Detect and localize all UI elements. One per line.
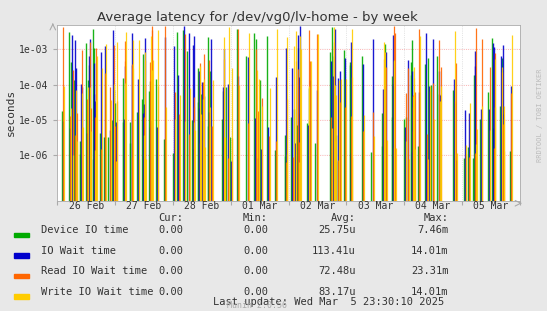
Text: 03 Mar: 03 Mar	[358, 201, 393, 211]
Text: 0.00: 0.00	[158, 246, 183, 256]
Text: 25.75u: 25.75u	[318, 225, 356, 235]
Text: 23.31m: 23.31m	[411, 266, 449, 276]
Text: 0.00: 0.00	[243, 246, 268, 256]
Text: 14.01m: 14.01m	[411, 287, 449, 297]
Text: Average latency for /dev/vg0/lv-home - by week: Average latency for /dev/vg0/lv-home - b…	[97, 11, 417, 24]
Y-axis label: seconds: seconds	[6, 89, 16, 136]
Text: Read IO Wait time: Read IO Wait time	[41, 266, 147, 276]
Text: 05 Mar: 05 Mar	[473, 201, 508, 211]
Text: 83.17u: 83.17u	[318, 287, 356, 297]
Text: Munin 2.0.56: Munin 2.0.56	[227, 301, 287, 310]
Bar	[14, 274, 29, 278]
Text: 0.00: 0.00	[158, 225, 183, 235]
Text: 72.48u: 72.48u	[318, 266, 356, 276]
Text: IO Wait time: IO Wait time	[41, 246, 116, 256]
Text: 113.41u: 113.41u	[312, 246, 356, 256]
Text: 14.01m: 14.01m	[411, 246, 449, 256]
Text: RRDTOOL / TOBI OETIKER: RRDTOOL / TOBI OETIKER	[537, 68, 543, 162]
Text: 0.00: 0.00	[243, 266, 268, 276]
Text: 0.00: 0.00	[158, 287, 183, 297]
Text: Device IO time: Device IO time	[41, 225, 129, 235]
Text: 01 Mar: 01 Mar	[242, 201, 277, 211]
Text: Last update: Wed Mar  5 23:30:10 2025: Last update: Wed Mar 5 23:30:10 2025	[213, 297, 444, 307]
Text: Avg:: Avg:	[330, 213, 356, 223]
Text: 27 Feb: 27 Feb	[126, 201, 162, 211]
Text: 04 Mar: 04 Mar	[415, 201, 451, 211]
Bar	[14, 295, 29, 299]
Text: 0.00: 0.00	[158, 266, 183, 276]
Text: 0.00: 0.00	[243, 225, 268, 235]
Text: Min:: Min:	[243, 213, 268, 223]
Text: 7.46m: 7.46m	[417, 225, 449, 235]
Text: 02 Mar: 02 Mar	[300, 201, 335, 211]
Text: Cur:: Cur:	[158, 213, 183, 223]
Text: 28 Feb: 28 Feb	[184, 201, 219, 211]
Text: Write IO Wait time: Write IO Wait time	[41, 287, 154, 297]
Text: 0.00: 0.00	[243, 287, 268, 297]
Text: 26 Feb: 26 Feb	[69, 201, 104, 211]
Text: Max:: Max:	[423, 213, 449, 223]
Bar	[14, 233, 29, 237]
Bar	[14, 253, 29, 258]
